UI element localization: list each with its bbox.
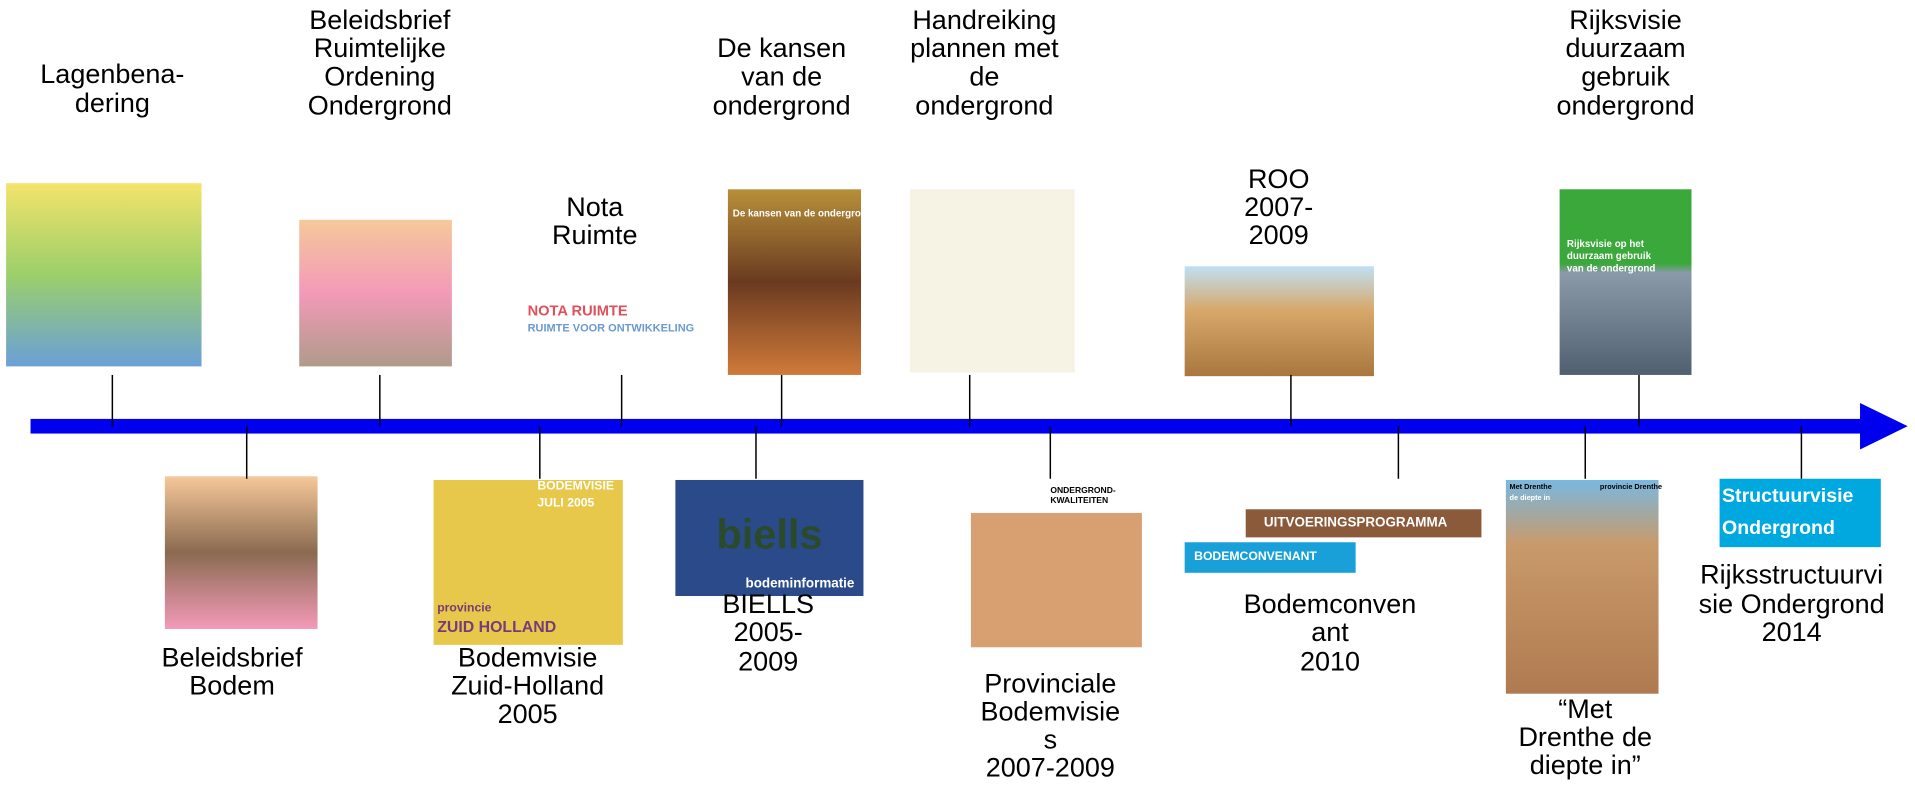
event-label: ROO	[1248, 164, 1310, 194]
event-label: 2007-	[1244, 192, 1313, 222]
event-label: Beleidsbrief	[309, 5, 451, 35]
thumbnail-text: Met Drenthe	[1510, 482, 1552, 491]
thumbnail-text: Ondergrond	[1722, 517, 1835, 539]
thumbnail-text: JULI 2005	[537, 495, 594, 509]
event-label: Bodemvisie	[981, 696, 1121, 726]
event-label: s	[1044, 724, 1058, 754]
event-label: 2014	[1762, 617, 1822, 647]
thumbnail-text: De kansen van de ondergrond	[733, 208, 873, 219]
event-label: Drenthe de	[1518, 722, 1652, 752]
thumbnail	[910, 189, 1075, 372]
event-label: sie Ondergrond	[1699, 589, 1885, 619]
thumbnail-text: BODEMVISIE	[537, 478, 614, 492]
event-label: duurzaam	[1566, 33, 1686, 63]
event-label: Beleidsbrief	[162, 643, 304, 673]
event-label: de	[969, 61, 999, 91]
event-label: BIELLS	[722, 589, 814, 619]
timeline-arrowhead	[1860, 403, 1908, 449]
thumbnail	[165, 476, 318, 629]
thumbnail	[1506, 480, 1659, 694]
event-label: Lagenbena-	[40, 59, 184, 89]
event-label: ondergrond	[915, 91, 1053, 121]
thumbnail	[971, 513, 1142, 647]
event-label: Bodemvisie	[458, 643, 598, 673]
event-label: De kansen	[717, 33, 846, 63]
event-label: 2009	[1249, 220, 1309, 250]
thumbnail	[1560, 189, 1692, 375]
thumbnail	[1185, 266, 1374, 376]
thumbnail-text: van de ondergrond	[1567, 263, 1655, 274]
thumbnail-text: ONDERGROND-	[1050, 485, 1116, 495]
event-label: Handreiking	[912, 5, 1056, 35]
thumbnail-text: NOTA RUIMTE	[528, 303, 628, 319]
thumbnail-text: provincie	[437, 600, 491, 614]
event-label: diepte in”	[1530, 750, 1641, 780]
event-label: Zuid-Holland	[451, 671, 604, 701]
event-label: Provinciale	[984, 668, 1116, 698]
thumbnail-text: provincie Drenthe	[1600, 482, 1662, 491]
event-label: 2010	[1300, 646, 1360, 676]
thumbnail	[299, 220, 452, 367]
thumbnail-text: Structuurvisie	[1722, 485, 1853, 507]
event-label: Bodem	[189, 671, 275, 701]
event-label: 2007-2009	[986, 753, 1115, 783]
timeline-axis	[31, 419, 1863, 434]
thumbnail	[6, 183, 201, 366]
event-label: 2005	[498, 699, 558, 729]
event-label: Ordening	[324, 61, 435, 91]
event-label: Ruimtelijke	[314, 33, 446, 63]
event-label: 2005-	[734, 617, 803, 647]
thumbnail-text: Rijksvisie op het	[1567, 239, 1645, 250]
thumbnail-text: ZUID HOLLAND	[437, 619, 556, 636]
thumbnail-text: RUIMTE VOOR ONTWIKKELING	[528, 322, 695, 334]
event-label: ondergrond	[713, 91, 851, 121]
event-label: Rijksstructuurvi	[1700, 560, 1883, 590]
event-label: plannen met	[910, 33, 1059, 63]
thumbnail-text: BODEMCONVENANT	[1194, 549, 1317, 563]
thumbnail-text: duurzaam gebruik	[1567, 251, 1652, 262]
event-label: “Met	[1558, 694, 1612, 724]
event-label: Bodemconven	[1244, 589, 1417, 619]
thumbnail-text: de diepte in	[1510, 493, 1551, 502]
event-label: van de	[741, 61, 822, 91]
event-label: Rijksvisie	[1569, 5, 1682, 35]
event-label: ondergrond	[1556, 91, 1694, 121]
event-label: ant	[1311, 617, 1349, 647]
timeline: Lagenbena-deringBeleidsbriefRuimtelijkeO…	[0, 0, 1915, 785]
event-label: Nota	[566, 192, 624, 222]
event-label: Ruimte	[552, 220, 638, 250]
thumbnail-text: KWALITEITEN	[1050, 495, 1108, 505]
event-label: Ondergrond	[308, 91, 452, 121]
event-label: dering	[75, 88, 150, 118]
event-label: gebruik	[1581, 61, 1670, 91]
thumbnail-text: biells	[716, 510, 822, 557]
event-label: 2009	[738, 646, 798, 676]
thumbnail-text: UITVOERINGSPROGRAMMA	[1264, 514, 1448, 529]
